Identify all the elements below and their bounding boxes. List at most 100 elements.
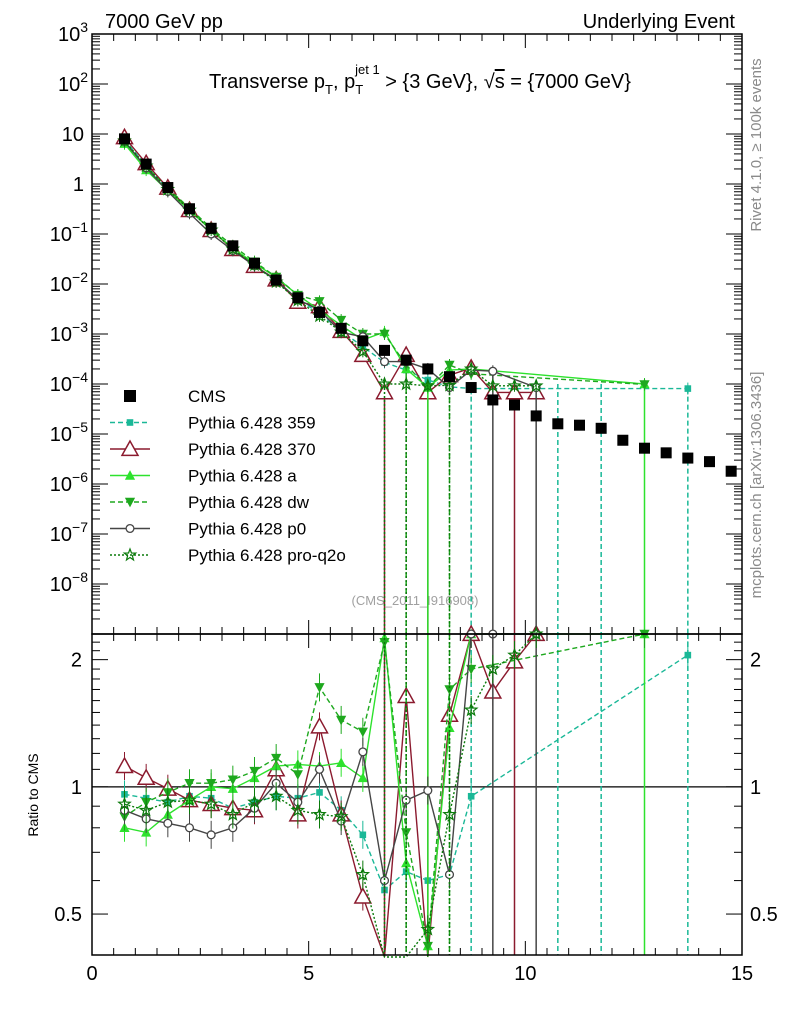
- data-point: [509, 399, 520, 411]
- ratio-y-tick-label-right: 2: [750, 650, 761, 672]
- y-tick-label: 102: [58, 69, 88, 96]
- ratio-line: [124, 633, 537, 958]
- ratio-line: [124, 654, 689, 892]
- legend-marker: [124, 497, 136, 508]
- legend-entry: Pythia 6.428 dw: [110, 493, 310, 512]
- series-point: [463, 361, 479, 376]
- x-tick-label: 15: [731, 963, 753, 985]
- title-sub-1: T: [325, 82, 333, 97]
- series-point: [379, 329, 390, 340]
- series-point: [375, 382, 394, 400]
- data-point: [379, 344, 390, 356]
- title-s: s: [495, 71, 505, 93]
- y-tick-label: 10−4: [50, 369, 88, 396]
- ratio-point: [379, 876, 390, 886]
- series-point: [639, 380, 650, 390]
- series-point: [485, 378, 501, 393]
- data-point: [205, 222, 217, 234]
- legend-marker: [124, 470, 136, 480]
- ratio-point: [528, 626, 544, 641]
- legend-label: Pythia 6.428 pro-q2o: [188, 546, 346, 565]
- ratio-point: [182, 792, 197, 807]
- legend-label: Pythia 6.428 dw: [188, 493, 310, 512]
- y-tick-label: 10−5: [50, 419, 88, 446]
- legend-label: CMS: [188, 387, 226, 406]
- title-part-1: Transverse p: [209, 71, 325, 93]
- series-line: [123, 136, 537, 394]
- ratio-point: [423, 786, 433, 796]
- series-point: [379, 357, 390, 367]
- ratio-point: [314, 683, 325, 693]
- series-point: [488, 366, 498, 376]
- legend-label: Pythia 6.428 p0: [188, 520, 306, 539]
- ratio-point: [463, 702, 479, 717]
- ratio-line: [124, 633, 537, 881]
- title-sub-2: T: [355, 82, 363, 97]
- series-point: [377, 376, 392, 391]
- header-left: 7000 GeV pp: [105, 11, 223, 33]
- plot-frames: [91, 33, 743, 956]
- legend-entry: Pythia 6.428 p0: [110, 520, 306, 539]
- axis-ticks: 0 5 10 1510310210110−110−210−310−410−510−61…: [50, 19, 778, 985]
- data-point: [162, 182, 174, 194]
- ratio-point: [684, 651, 692, 659]
- series-line: [123, 140, 537, 389]
- ratio-point: [336, 715, 347, 726]
- ratio-point: [310, 716, 329, 734]
- legend-marker: [124, 390, 136, 402]
- series-point: [420, 378, 436, 393]
- ratio-point: [314, 764, 325, 774]
- data-point: [314, 306, 325, 318]
- title-part-3: > {3 GeV},: [380, 71, 484, 93]
- ratio-point: [160, 794, 176, 809]
- y-tick-label: 10−2: [50, 269, 88, 296]
- y-tick-label: 10−6: [50, 469, 88, 496]
- data-point: [682, 452, 694, 464]
- ratio-point: [203, 796, 219, 811]
- ratio-y-tick-label-right: 0.5: [750, 904, 778, 926]
- y-tick-label: 10−8: [50, 569, 88, 596]
- side-label-mcplots: mcplots.cern.ch [arXiv:1306.3436]: [748, 372, 765, 599]
- ratio-point: [357, 727, 368, 738]
- legend-label: Pythia 6.428 a: [188, 467, 297, 486]
- series-point: [355, 343, 371, 358]
- series-line: [123, 140, 537, 387]
- data-point: [487, 394, 499, 406]
- ratio-point: [225, 806, 241, 821]
- header-right: Underlying Event: [583, 11, 736, 33]
- ratio-point: [138, 802, 154, 817]
- data-point: [249, 257, 260, 269]
- legend-entry: Pythia 6.428 359: [110, 414, 316, 433]
- y-tick-label: 10: [62, 124, 84, 146]
- ratio-y-tick-label: 2: [71, 650, 82, 672]
- series-point: [336, 315, 347, 326]
- ratio-point: [271, 753, 282, 764]
- legend-label: Pythia 6.428 370: [188, 440, 316, 459]
- data-point: [335, 322, 347, 334]
- ratio-point: [336, 757, 347, 768]
- ratio-point: [442, 806, 457, 821]
- title-sqrt: √: [484, 71, 495, 93]
- svg-text:Transverse pT, pTjet 1 > {3 Ge: Transverse pT, pTjet 1 > {3 GeV}, √s = {…: [209, 62, 631, 97]
- side-label-rivet: Rivet 4.1.0, ≥ 100k events: [748, 58, 765, 231]
- plot-title: Transverse pT, pTjet 1 > {3 GeV}, √s = {…: [209, 62, 631, 97]
- ratio-point: [357, 772, 368, 783]
- data-point: [184, 203, 195, 215]
- legend-marker: [122, 547, 138, 562]
- ratio-ylabel: Ratio to CMS: [25, 753, 41, 836]
- data-point: [660, 447, 672, 459]
- ratio-point: [184, 823, 195, 833]
- ratio-point: [247, 794, 262, 809]
- data-point: [357, 335, 369, 347]
- series-layer: [115, 127, 692, 958]
- series-ratio-1: [115, 624, 546, 958]
- ratio-point: [333, 808, 349, 823]
- title-part-2: , p: [333, 71, 355, 93]
- ratio-point: [115, 756, 134, 774]
- x-tick-label: 5: [303, 963, 314, 985]
- data-point: [270, 274, 282, 286]
- ratio-point: [507, 647, 522, 662]
- watermark: (CMS_2011_I916908): [352, 593, 479, 608]
- y-tick-label: 103: [58, 19, 88, 46]
